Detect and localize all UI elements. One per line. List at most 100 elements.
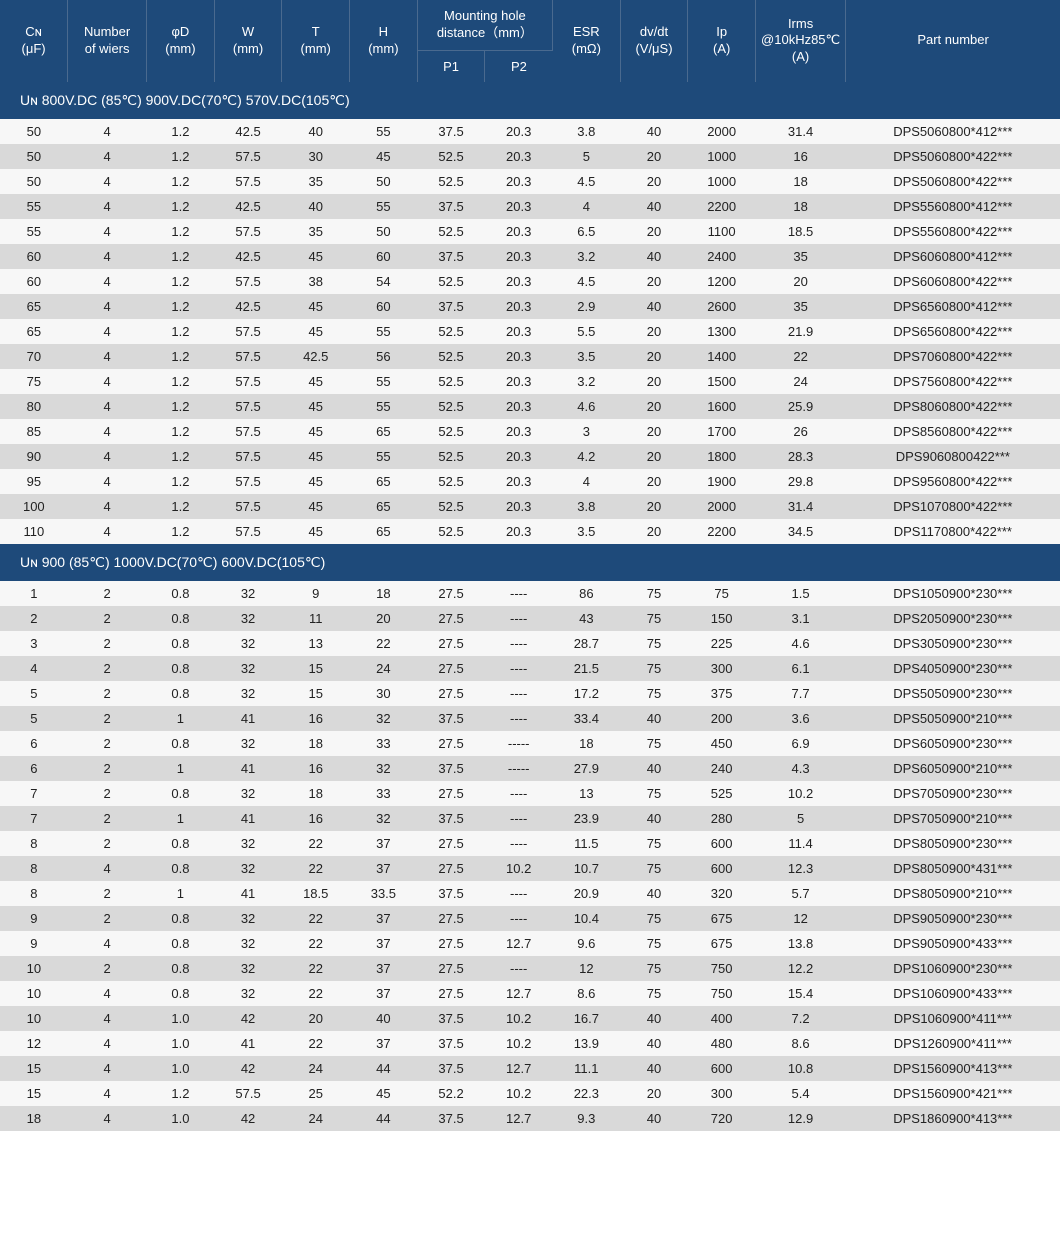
cell: 20.3 xyxy=(485,169,553,194)
cell: 1.2 xyxy=(147,194,215,219)
cell: 1.2 xyxy=(147,519,215,544)
cell: 0.8 xyxy=(147,981,215,1006)
cell: 37 xyxy=(350,956,418,981)
cell: 0.8 xyxy=(147,831,215,856)
cell: 37.5 xyxy=(417,1106,485,1131)
cell: ---- xyxy=(485,631,553,656)
cell: ----- xyxy=(485,756,553,781)
cell: 6 xyxy=(0,756,68,781)
cell: 20 xyxy=(282,1006,350,1031)
cell: 4 xyxy=(68,269,147,294)
cell: 37.5 xyxy=(417,194,485,219)
cell: 18 xyxy=(755,194,845,219)
cell: 65 xyxy=(0,294,68,319)
col-irms: Irms@10kHz85℃(A) xyxy=(755,0,845,82)
cell: ---- xyxy=(485,706,553,731)
cell: 20.3 xyxy=(485,419,553,444)
cell: 4 xyxy=(0,656,68,681)
cell: DPS9050900*230*** xyxy=(846,906,1060,931)
cell: ---- xyxy=(485,806,553,831)
cell: DPS3050900*230*** xyxy=(846,631,1060,656)
cell: 16 xyxy=(282,756,350,781)
cell: 27.5 xyxy=(417,906,485,931)
cell: 24 xyxy=(282,1056,350,1081)
cell: 1.2 xyxy=(147,344,215,369)
cell: 20 xyxy=(620,169,688,194)
cell: 2 xyxy=(68,706,147,731)
cell: 10 xyxy=(0,981,68,1006)
cell: 52.5 xyxy=(417,344,485,369)
cell: 1 xyxy=(147,756,215,781)
cell: 27.5 xyxy=(417,656,485,681)
cell: 4 xyxy=(68,1031,147,1056)
table-row: 920.832223727.5----10.47567512DPS9050900… xyxy=(0,906,1060,931)
cell: 32 xyxy=(214,906,282,931)
cell: 37.5 xyxy=(417,806,485,831)
cell: 55 xyxy=(350,119,418,144)
cell: 2 xyxy=(68,881,147,906)
cell: 1600 xyxy=(688,394,756,419)
cell: 11.5 xyxy=(553,831,621,856)
cell: 12.7 xyxy=(485,1056,553,1081)
cell: DPS6560800*412*** xyxy=(846,294,1060,319)
cell: 57.5 xyxy=(214,344,282,369)
cell: 20.3 xyxy=(485,119,553,144)
cell: 20.3 xyxy=(485,519,553,544)
col-w: W(mm) xyxy=(214,0,282,82)
cell: 9 xyxy=(282,581,350,606)
cell: 37.5 xyxy=(417,881,485,906)
cell: DPS1560900*413*** xyxy=(846,1056,1060,1081)
cell: 55 xyxy=(350,319,418,344)
cell: 45 xyxy=(282,369,350,394)
cell: 22 xyxy=(282,981,350,1006)
cell: 50 xyxy=(0,119,68,144)
cell: 70 xyxy=(0,344,68,369)
cell: DPS9060800422*** xyxy=(846,444,1060,469)
cell: 1 xyxy=(147,706,215,731)
cell: 4 xyxy=(68,144,147,169)
cell: 40 xyxy=(350,1006,418,1031)
cell: DPS1060900*433*** xyxy=(846,981,1060,1006)
cell: 10.8 xyxy=(755,1056,845,1081)
cell: 32 xyxy=(350,706,418,731)
cell: 21.9 xyxy=(755,319,845,344)
cell: 22 xyxy=(282,906,350,931)
cell: DPS1060900*411*** xyxy=(846,1006,1060,1031)
cell: 38 xyxy=(282,269,350,294)
cell: 22 xyxy=(282,931,350,956)
cell: 8 xyxy=(0,881,68,906)
section-title: Uɴ 800V.DC (85℃) 900V.DC(70℃) 570V.DC(10… xyxy=(0,82,1060,119)
cell: 20.9 xyxy=(553,881,621,906)
cell: 75 xyxy=(0,369,68,394)
cell: 40 xyxy=(620,119,688,144)
col-t: T(mm) xyxy=(282,0,350,82)
cell: 4 xyxy=(68,119,147,144)
table-row: 5041.257.5355052.520.34.520100018DPS5060… xyxy=(0,169,1060,194)
table-row: 5541.257.5355052.520.36.520110018.5DPS55… xyxy=(0,219,1060,244)
cell: 0.8 xyxy=(147,731,215,756)
cell: ---- xyxy=(485,881,553,906)
cell: 20 xyxy=(620,444,688,469)
cell: 52.5 xyxy=(417,394,485,419)
cell: 90 xyxy=(0,444,68,469)
cell: 22.3 xyxy=(553,1081,621,1106)
cell: 41 xyxy=(214,1031,282,1056)
cell: 20 xyxy=(620,319,688,344)
cell: 57.5 xyxy=(214,494,282,519)
cell: 15 xyxy=(0,1056,68,1081)
cell: 37 xyxy=(350,856,418,881)
cell: 40 xyxy=(282,119,350,144)
cell: 1200 xyxy=(688,269,756,294)
cell: 60 xyxy=(350,244,418,269)
col-p1: P1 xyxy=(417,50,485,82)
cell: 80 xyxy=(0,394,68,419)
cell: DPS8060800*422*** xyxy=(846,394,1060,419)
table-row: 7541.257.5455552.520.33.220150024DPS7560… xyxy=(0,369,1060,394)
cell: 4.3 xyxy=(755,756,845,781)
cell: DPS5560800*422*** xyxy=(846,219,1060,244)
cell: 4.6 xyxy=(755,631,845,656)
cell: 37 xyxy=(350,981,418,1006)
cell: 27.5 xyxy=(417,606,485,631)
cell: 20.3 xyxy=(485,494,553,519)
cell: 52.2 xyxy=(417,1081,485,1106)
